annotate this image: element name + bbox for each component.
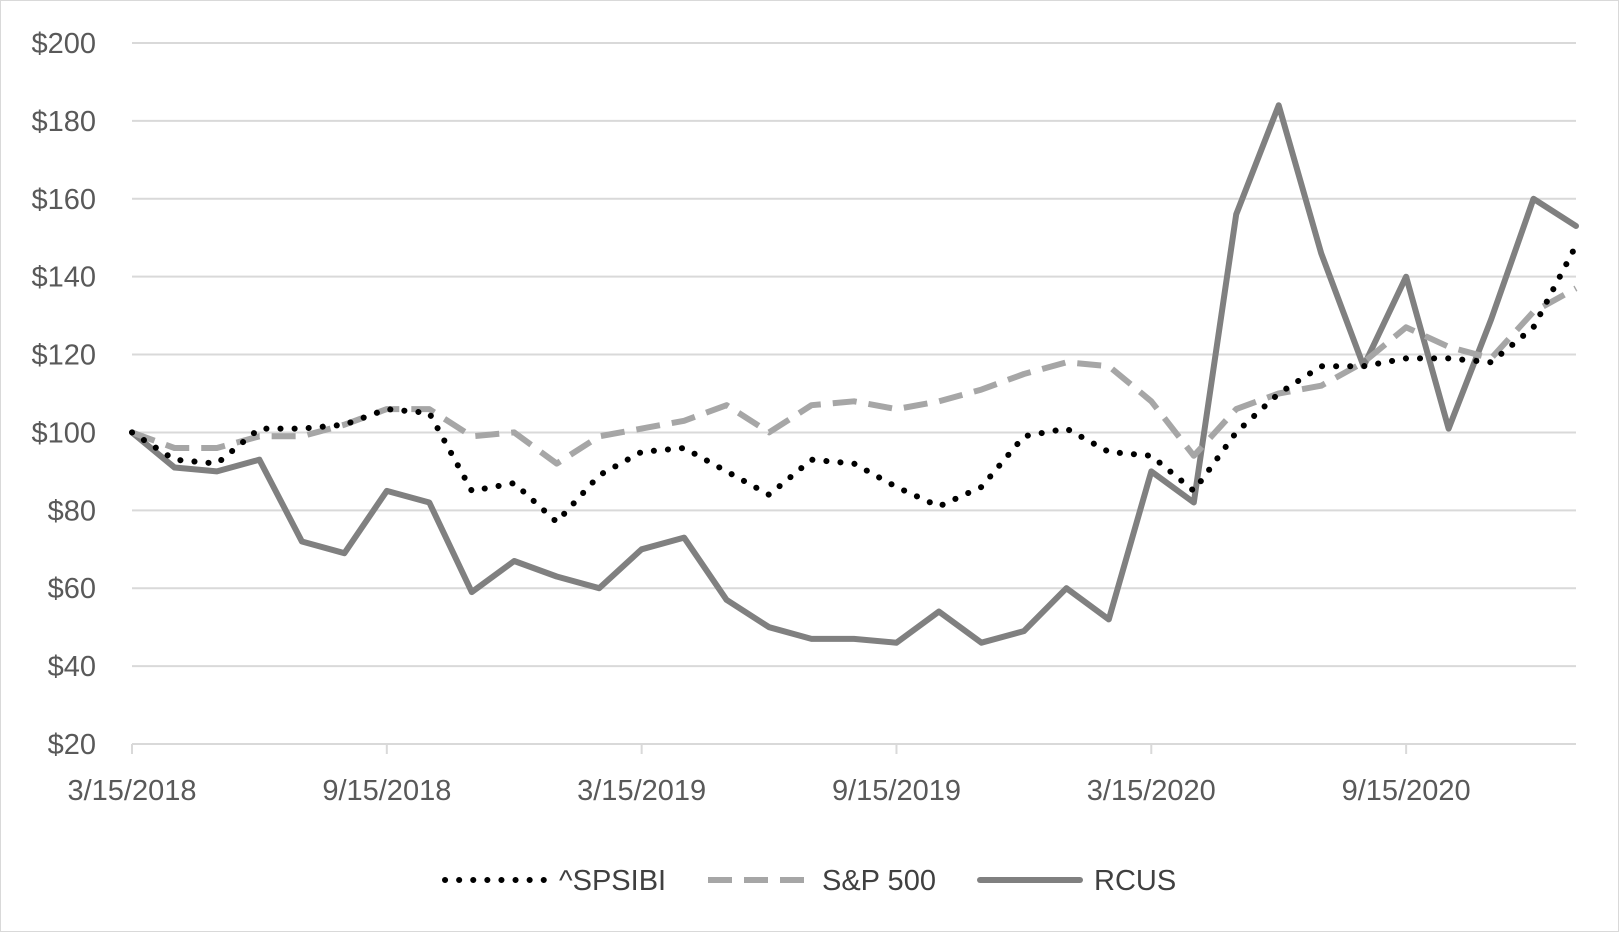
y-tick-label: $40 (48, 651, 96, 683)
series-lines (129, 102, 1579, 646)
series-line-spsibi (129, 242, 1579, 525)
y-tick-label: $140 (31, 262, 96, 294)
y-tick-label: $80 (48, 495, 96, 527)
y-tick-label: $20 (48, 729, 96, 761)
series-line-s-p-500 (130, 285, 1578, 467)
y-tick-label: $100 (31, 417, 96, 449)
x-tick-label: 3/15/2018 (67, 775, 196, 807)
y-tick-label: $180 (31, 106, 96, 138)
series-line-rcus (129, 102, 1579, 646)
y-tick-label: $200 (31, 28, 96, 60)
x-tick-label: 9/15/2019 (832, 775, 961, 807)
legend-label-spsibi: ^SPSIBI (559, 865, 666, 897)
x-tick-label: 3/15/2020 (1087, 775, 1216, 807)
legend-label-s-p-500: S&P 500 (822, 865, 936, 897)
legend-label-rcus: RCUS (1094, 865, 1176, 897)
y-tick-label: $120 (31, 340, 96, 372)
y-tick-label: $60 (48, 573, 96, 605)
x-axis: 3/15/2018 9/15/2018 3/15/2019 9/15/2019 3/15… (67, 743, 1576, 807)
x-tick-label: 9/15/2020 (1342, 775, 1471, 807)
y-tick-label: $160 (31, 184, 96, 216)
x-tick-label: 3/15/2019 (577, 775, 706, 807)
legend: ^SPSIBI S&P 500 RCUS (442, 865, 1176, 897)
x-tick-label: 9/15/2018 (322, 775, 451, 807)
gridlines (132, 42, 1576, 668)
y-axis-ticks: $20 $40 $60 $80 $100 $120 $140 $160 $180 $200 (31, 28, 96, 761)
